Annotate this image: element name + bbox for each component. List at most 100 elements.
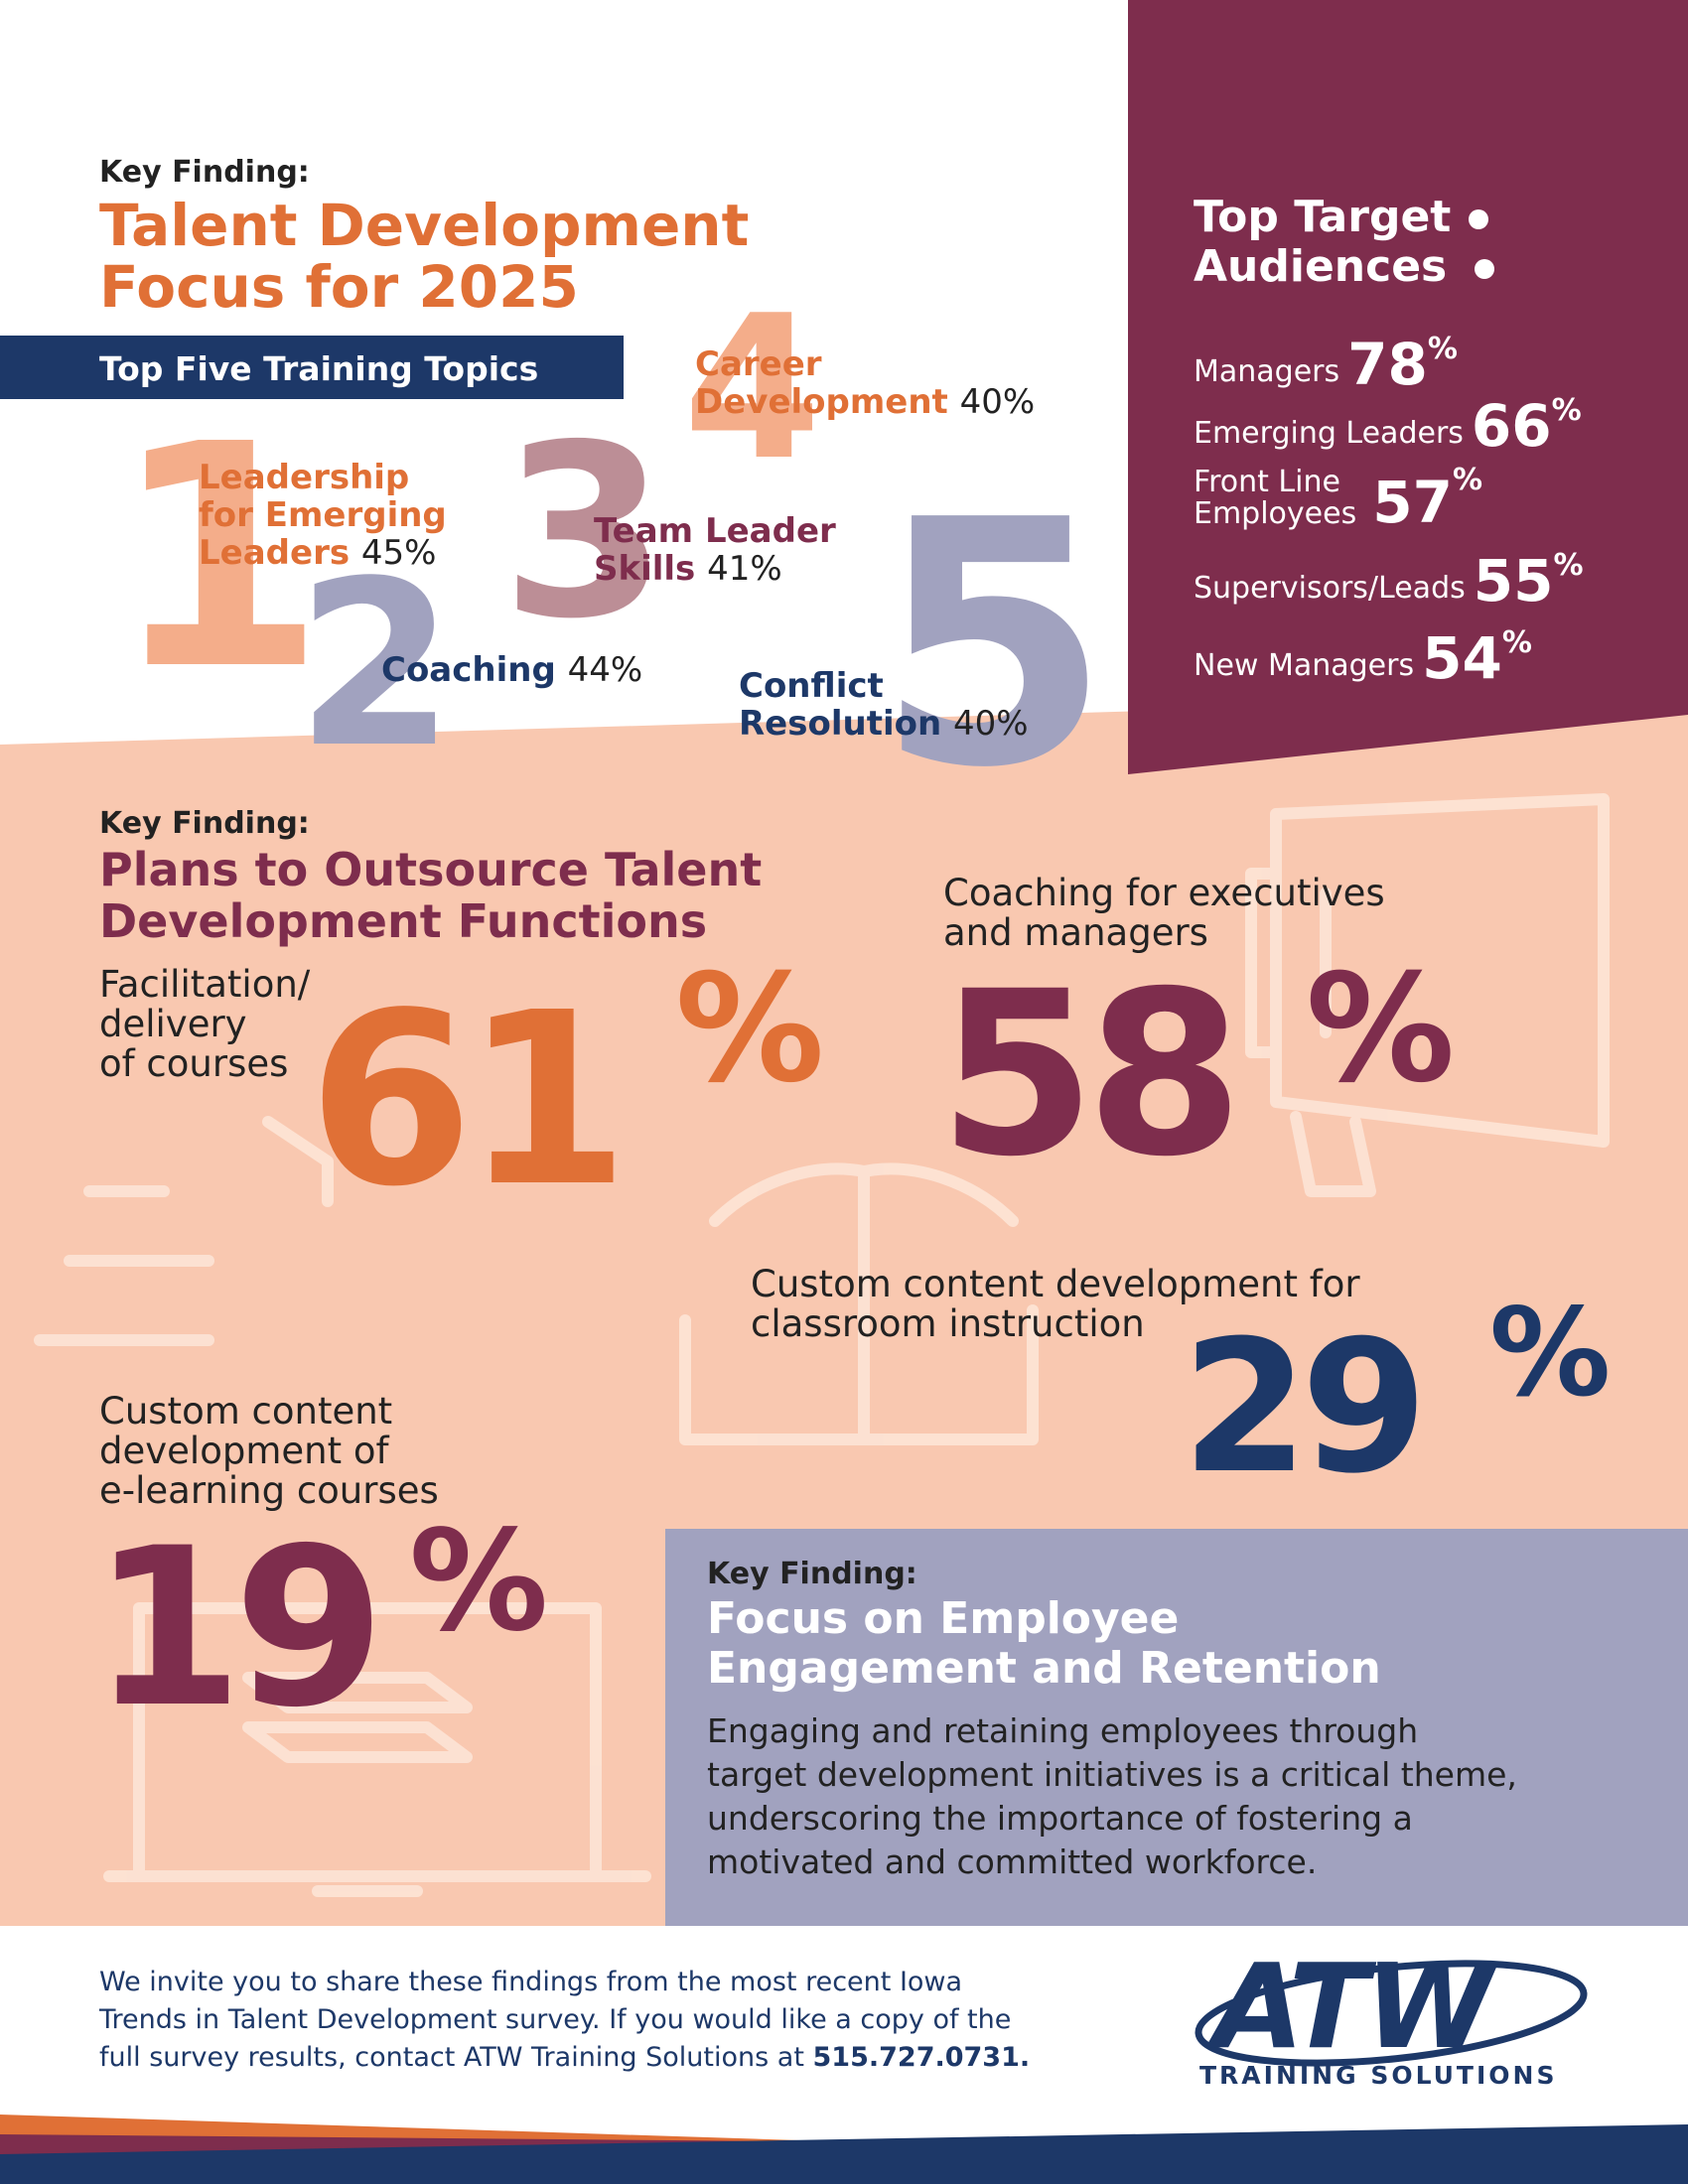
topic-3-line2: Skills [594, 549, 696, 589]
chat-icon [34, 1116, 334, 1346]
megaphone-icon [1245, 793, 1610, 1197]
audience-percent-sign: % [1452, 463, 1482, 497]
laptop-icon [103, 1602, 651, 1897]
key-finding-label: Key Finding: [707, 1557, 917, 1591]
rank-number-2: 2 [296, 533, 456, 798]
stat-label-line: Custom content [99, 1390, 393, 1433]
footer-stripe-navy [0, 2124, 1688, 2184]
stat-58-label: Coaching for executives and managers [943, 874, 1385, 953]
bullet-dot-icon [1469, 209, 1489, 229]
section2-title-line2: Development Functions [99, 894, 708, 948]
audience-value: 66 [1471, 392, 1552, 460]
engagement-box [665, 1529, 1688, 1926]
topic-1-label: Leadership for Emerging Leaders 45% [199, 459, 447, 572]
audience-row: Front Line Employees 57 % [1194, 463, 1482, 536]
logo-swoosh-icon [1195, 1960, 1588, 2067]
peach-band [0, 695, 1688, 1534]
section1-title-line2: Focus for 2025 [99, 253, 579, 321]
audience-label: Emerging Leaders [1194, 415, 1464, 451]
body-line: motivated and committed workforce. [707, 1843, 1318, 1881]
key-finding-label: Key Finding: [99, 806, 310, 841]
audience-value: 55 [1473, 547, 1554, 614]
audience-row: Managers 78 % [1194, 332, 1458, 393]
stat-label-line: and managers [943, 911, 1208, 954]
book-icon [679, 1162, 1039, 1445]
section3-title: Focus on Employee Engagement and Retenti… [707, 1594, 1381, 1694]
topic-4-label: Career Development 40% [695, 345, 1035, 421]
topic-1-line1: Leadership [199, 458, 410, 497]
audience-percent-sign: % [1427, 332, 1458, 366]
stat-label-line: Custom content development for [751, 1263, 1360, 1305]
training-topics-banner: Top Five Training Topics [0, 336, 624, 399]
stat-19-value: 19 [91, 1501, 385, 1755]
stat-label-line: development of [99, 1430, 389, 1472]
audience-label: Front Line Employees [1194, 467, 1356, 529]
logo-subtext: TRAINING SOLUTIONS [1199, 2061, 1558, 2090]
topic-4-line2: Development [695, 382, 948, 422]
audience-row: Supervisors/Leads 55 % [1194, 547, 1584, 614]
atw-logo: ATW TRAINING SOLUTIONS [1178, 1948, 1595, 2103]
banner-label: Top Five Training Topics [99, 349, 539, 388]
topic-1-line2: for Emerging [199, 495, 447, 535]
stat-19-label: Custom content development of e-learning… [99, 1392, 439, 1511]
rank-number-4: 4 [683, 273, 822, 504]
topic-3-percent: 41% [707, 549, 782, 589]
stat-label-line: of courses [99, 1042, 289, 1085]
audiences-title-line2: Audiences [1194, 241, 1448, 292]
audience-percent-sign: % [1551, 393, 1582, 428]
section3-body: Engaging and retaining employees through… [707, 1709, 1517, 1884]
rank-number-5: 5 [876, 449, 1111, 842]
section1-title: Talent Development Focus for 2025 [99, 195, 749, 318]
stat-label-line: Facilitation/ [99, 963, 311, 1006]
topic-3-label: Team Leader Skills 41% [594, 512, 836, 588]
topic-1-percent: 45% [360, 533, 437, 573]
footer-line: Trends in Talent Development survey. If … [99, 2004, 1012, 2035]
audiences-title-line1: Top Target [1194, 192, 1452, 242]
stat-29-value: 29 [1182, 1301, 1428, 1514]
audience-label: Supervisors/Leads [1194, 570, 1466, 606]
footer-line: full survey results, contact ATW Trainin… [99, 2042, 813, 2073]
phone-number: 515.727.0731. [812, 2042, 1031, 2073]
stat-61-value: 61 [308, 961, 630, 1239]
stat-58-value: 58 [938, 942, 1243, 1206]
stat-29-label: Custom content development for classroom… [751, 1265, 1360, 1344]
stat-58-percent-sign: % [1306, 943, 1456, 1116]
audience-value: 57 [1372, 469, 1453, 536]
section2-title: Plans to Outsource Talent Development Fu… [99, 844, 762, 947]
section3-title-line1: Focus on Employee [707, 1593, 1180, 1644]
topic-4-line1: Career [695, 344, 822, 384]
key-finding-label: Key Finding: [99, 155, 310, 190]
audience-label-line1: Front Line [1194, 465, 1340, 499]
footer-text: We invite you to share these findings fr… [99, 1964, 1030, 2077]
bullet-dot-icon [1475, 259, 1495, 279]
body-line: underscoring the importance of fostering… [707, 1799, 1413, 1838]
section3-title-line2: Engagement and Retention [707, 1643, 1381, 1694]
topic-4-percent: 40% [959, 382, 1036, 422]
topic-2-line1: Coaching [381, 650, 556, 690]
audience-label: New Managers [1194, 647, 1415, 683]
section1-title-line1: Talent Development [99, 192, 750, 259]
stat-19-percent-sign: % [409, 1501, 549, 1663]
topic-1-line3: Leaders [199, 533, 351, 573]
stat-label-line: Coaching for executives [943, 872, 1385, 914]
stat-label-line: delivery [99, 1003, 247, 1045]
section2-title-line1: Plans to Outsource Talent [99, 843, 763, 896]
footer-line: We invite you to share these findings fr… [99, 1967, 963, 1997]
topic-3-line1: Team Leader [594, 511, 836, 551]
audience-label: Managers [1194, 353, 1340, 389]
audience-label-line2: Employees [1194, 495, 1357, 531]
audience-panel [1128, 0, 1688, 774]
topic-5-line1: Conflict [739, 666, 884, 706]
stat-label-line: e-learning courses [99, 1469, 439, 1512]
audiences-title: Top Target Audiences [1194, 192, 1495, 292]
topic-2-label: Coaching 44% [381, 650, 642, 690]
body-line: target development initiatives is a crit… [707, 1755, 1517, 1794]
audience-percent-sign: % [1501, 625, 1532, 660]
topic-5-label: Conflict Resolution 40% [739, 667, 1029, 743]
audience-row: Emerging Leaders 66 % [1194, 392, 1582, 460]
stat-label-line: classroom instruction [751, 1302, 1145, 1345]
topic-2-percent: 44% [567, 650, 643, 690]
stat-61-label: Facilitation/ delivery of courses [99, 965, 310, 1084]
stat-61-percent-sign: % [675, 943, 825, 1116]
logo-text: ATW [1213, 1938, 1494, 2075]
